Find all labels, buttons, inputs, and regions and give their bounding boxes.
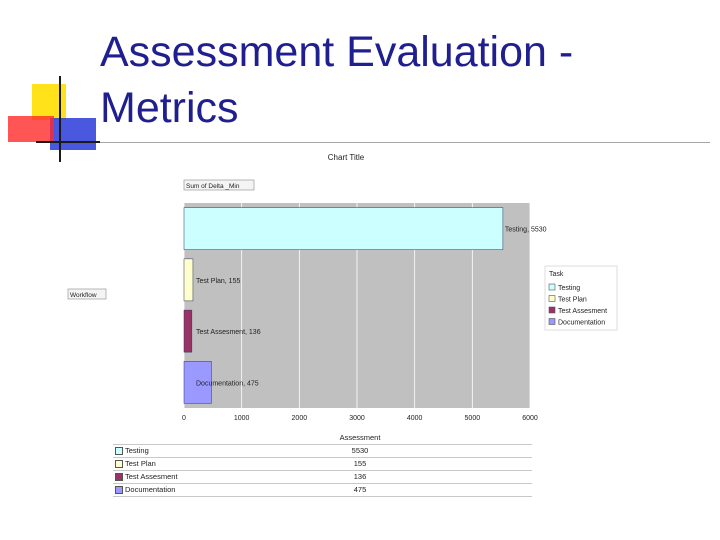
bar-data-label: Test Assesment, 136	[196, 329, 261, 336]
bar-documentation[interactable]	[183, 361, 212, 404]
legend-item-label: Test Plan	[558, 297, 587, 304]
bar-testing[interactable]	[183, 207, 504, 250]
slide-title: Assessment Evaluation - Metrics	[100, 28, 574, 132]
logo-red-block	[8, 116, 54, 142]
table-cell-value: 5530	[188, 444, 532, 458]
x-tick-label: 4000	[407, 415, 423, 422]
legend-item-label: Testing	[558, 285, 580, 292]
table-corner	[113, 432, 188, 445]
table-row-label: Test Plan	[113, 457, 188, 471]
legend-item-label: Documentation	[558, 320, 605, 327]
table-row: Testing 5530	[113, 444, 532, 458]
axis-field-label: Workflow	[70, 292, 97, 299]
x-tick-labels: 0 1000 2000 3000 4000 5000 6000	[182, 415, 538, 422]
table-cell-value: 475	[188, 483, 532, 497]
legend-swatch	[548, 295, 556, 302]
legend-items: Testing Test Plan Test Assesment Documentat…	[548, 283, 607, 327]
table-row-name: Documentation	[125, 485, 176, 494]
x-tick-label: 2000	[292, 415, 308, 422]
table-row-label: Documentation	[113, 483, 188, 497]
x-tick-label: 5000	[465, 415, 481, 422]
table-row-label: Testing	[113, 444, 188, 458]
title-divider	[100, 142, 710, 143]
bar-data-label: Testing, 5530	[505, 227, 547, 234]
table-row-name: Test Plan	[125, 459, 156, 468]
measure-field-label: Sum of Delta _Min	[186, 183, 240, 190]
table-row: Test Plan 155	[113, 457, 532, 471]
chart-title: Chart Title	[328, 153, 365, 162]
legend-swatch	[548, 318, 556, 325]
legend-item-label: Test Assesment	[558, 308, 607, 315]
table-row-label: Test Assesment	[113, 470, 188, 484]
legend: Task Testing Test Plan Test Assesment Docum…	[544, 265, 618, 331]
x-tick-label: 3000	[349, 415, 365, 422]
legend-swatch	[548, 283, 556, 291]
bar-data-label: Test Plan, 155	[196, 278, 240, 285]
logo-blue-block	[50, 118, 96, 150]
measure-field-button[interactable]	[183, 179, 255, 191]
table-swatch	[115, 447, 123, 456]
table-swatch	[115, 473, 123, 482]
table-swatch	[115, 486, 123, 495]
x-tick-label: 0	[182, 415, 186, 422]
table-row-name: Test Assesment	[125, 472, 178, 481]
x-tick-label: 1000	[234, 415, 250, 422]
bar-test-plan[interactable]	[183, 258, 194, 302]
legend-swatch	[548, 306, 556, 314]
legend-box	[544, 265, 618, 331]
table-header-row: Assessment	[113, 432, 532, 445]
table-row-name: Testing	[125, 446, 149, 455]
table-swatch	[115, 460, 123, 469]
axis-field-button[interactable]	[67, 288, 107, 300]
bar-test-assesment[interactable]	[183, 309, 193, 353]
table-cell-value: 136	[188, 470, 532, 484]
bars-group	[183, 207, 504, 404]
table-row: Test Assesment 136	[113, 470, 532, 484]
bar-data-label: Documentation, 475	[196, 380, 259, 387]
table-body: Testing 5530 Test Plan 155 Test Assesment 136…	[113, 444, 532, 497]
bar-labels-group: Testing, 5530 Test Plan, 155 Test Assesmen…	[196, 227, 547, 388]
slide-logo	[8, 76, 100, 162]
table-header: Assessment	[188, 432, 532, 445]
table-cell-value: 155	[188, 457, 532, 471]
data-table: Assessment Testing 5530 Test Plan 155 Test A…	[113, 432, 532, 497]
table-row: Documentation 475	[113, 483, 532, 497]
legend-title: Task	[549, 271, 564, 278]
x-tick-label: 6000	[522, 415, 538, 422]
